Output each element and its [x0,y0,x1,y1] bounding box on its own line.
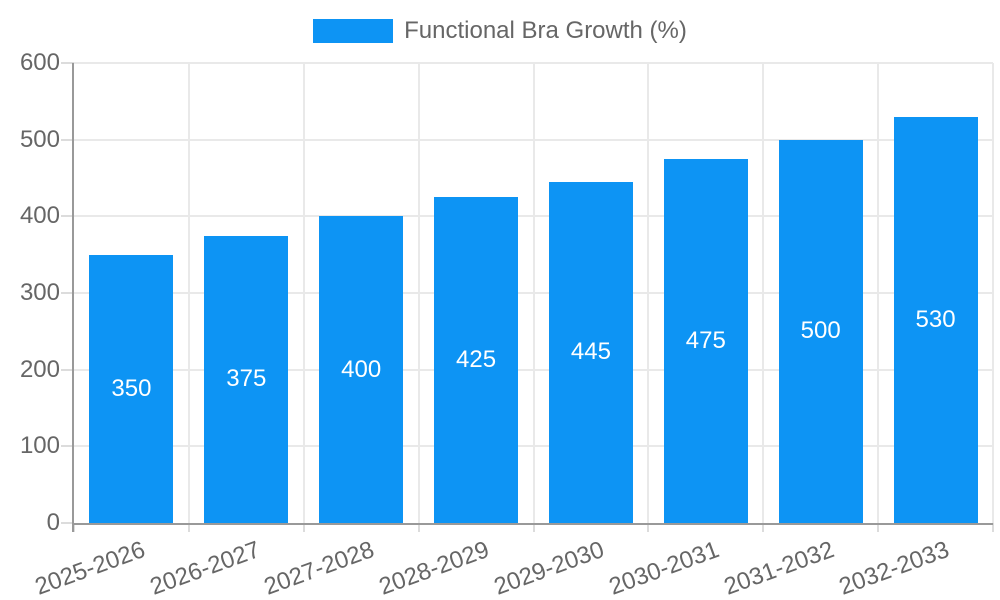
x-axis-tick-mark [187,523,190,532]
legend-item[interactable]: Functional Bra Growth (%) [0,17,1000,45]
x-axis-tick-mark [877,523,880,532]
x-axis-tick-mark [762,523,765,532]
x-gridline [417,63,420,523]
x-axis-label: 2029-2030 [490,536,608,600]
y-axis-tick-label: 600 [19,49,60,76]
x-gridline [532,63,535,523]
x-axis-tick-mark [647,523,650,532]
y-axis-line [72,63,74,532]
legend-swatch [313,19,394,43]
bar-value-label: 375 [226,365,267,393]
bar-2029-2030[interactable]: 445 [548,181,633,523]
x-gridline [992,63,994,523]
y-axis-tick-label: 400 [19,202,60,230]
x-gridline [647,63,650,523]
bar-value-label: 400 [341,355,382,383]
bar-2027-2028[interactable]: 400 [319,216,404,523]
x-axis-tick-mark [532,523,535,532]
bar-2031-2032[interactable]: 500 [778,139,863,523]
x-axis-label: 2032-2033 [835,536,953,600]
y-axis-tick-mark [61,215,74,218]
bar-value-label: 530 [915,305,956,333]
y-axis-tick-label: 200 [19,355,60,383]
x-gridline [187,63,190,523]
bar-value-label: 445 [570,338,611,366]
y-axis-tick-mark [61,522,74,524]
x-axis-label: 2028-2029 [375,536,493,600]
legend-label: Functional Bra Growth (%) [404,17,687,44]
bar-2030-2031[interactable]: 475 [663,158,748,523]
bar-value-label: 475 [685,326,726,354]
y-axis-tick-label: 300 [19,279,60,306]
y-axis-tick-mark [61,368,74,371]
y-axis-tick-mark [61,292,74,294]
y-axis-tick-label: 100 [19,432,60,460]
x-axis-tick-mark [73,523,75,532]
y-axis-tick-label: 500 [19,125,60,153]
x-axis-label: 2025-2026 [31,536,149,600]
x-gridline [762,63,765,523]
y-axis-tick-mark [61,62,74,64]
y-axis-tick-label: 0 [46,509,60,536]
bar-2026-2027[interactable]: 375 [204,235,289,523]
bar-2028-2029[interactable]: 425 [434,197,519,523]
bar-2032-2033[interactable]: 530 [893,116,978,523]
x-axis-label: 2030-2031 [605,536,723,600]
bar-value-label: 500 [800,317,841,345]
x-gridline [302,63,305,523]
bar-value-label: 350 [111,374,152,402]
y-axis-tick-mark [61,445,74,448]
x-axis-tick-mark [417,523,420,532]
x-axis-label: 2027-2028 [260,536,379,600]
x-axis-tick-mark [992,523,994,532]
bar-value-label: 425 [456,346,497,374]
bar-2025-2026[interactable]: 350 [89,254,174,523]
x-axis-label: 2026-2027 [146,536,264,600]
x-gridline [877,63,880,523]
x-axis-label: 2031-2032 [720,536,838,600]
x-axis-line [72,523,993,525]
x-axis-tick-mark [302,523,305,532]
y-axis-tick-mark [61,138,74,141]
